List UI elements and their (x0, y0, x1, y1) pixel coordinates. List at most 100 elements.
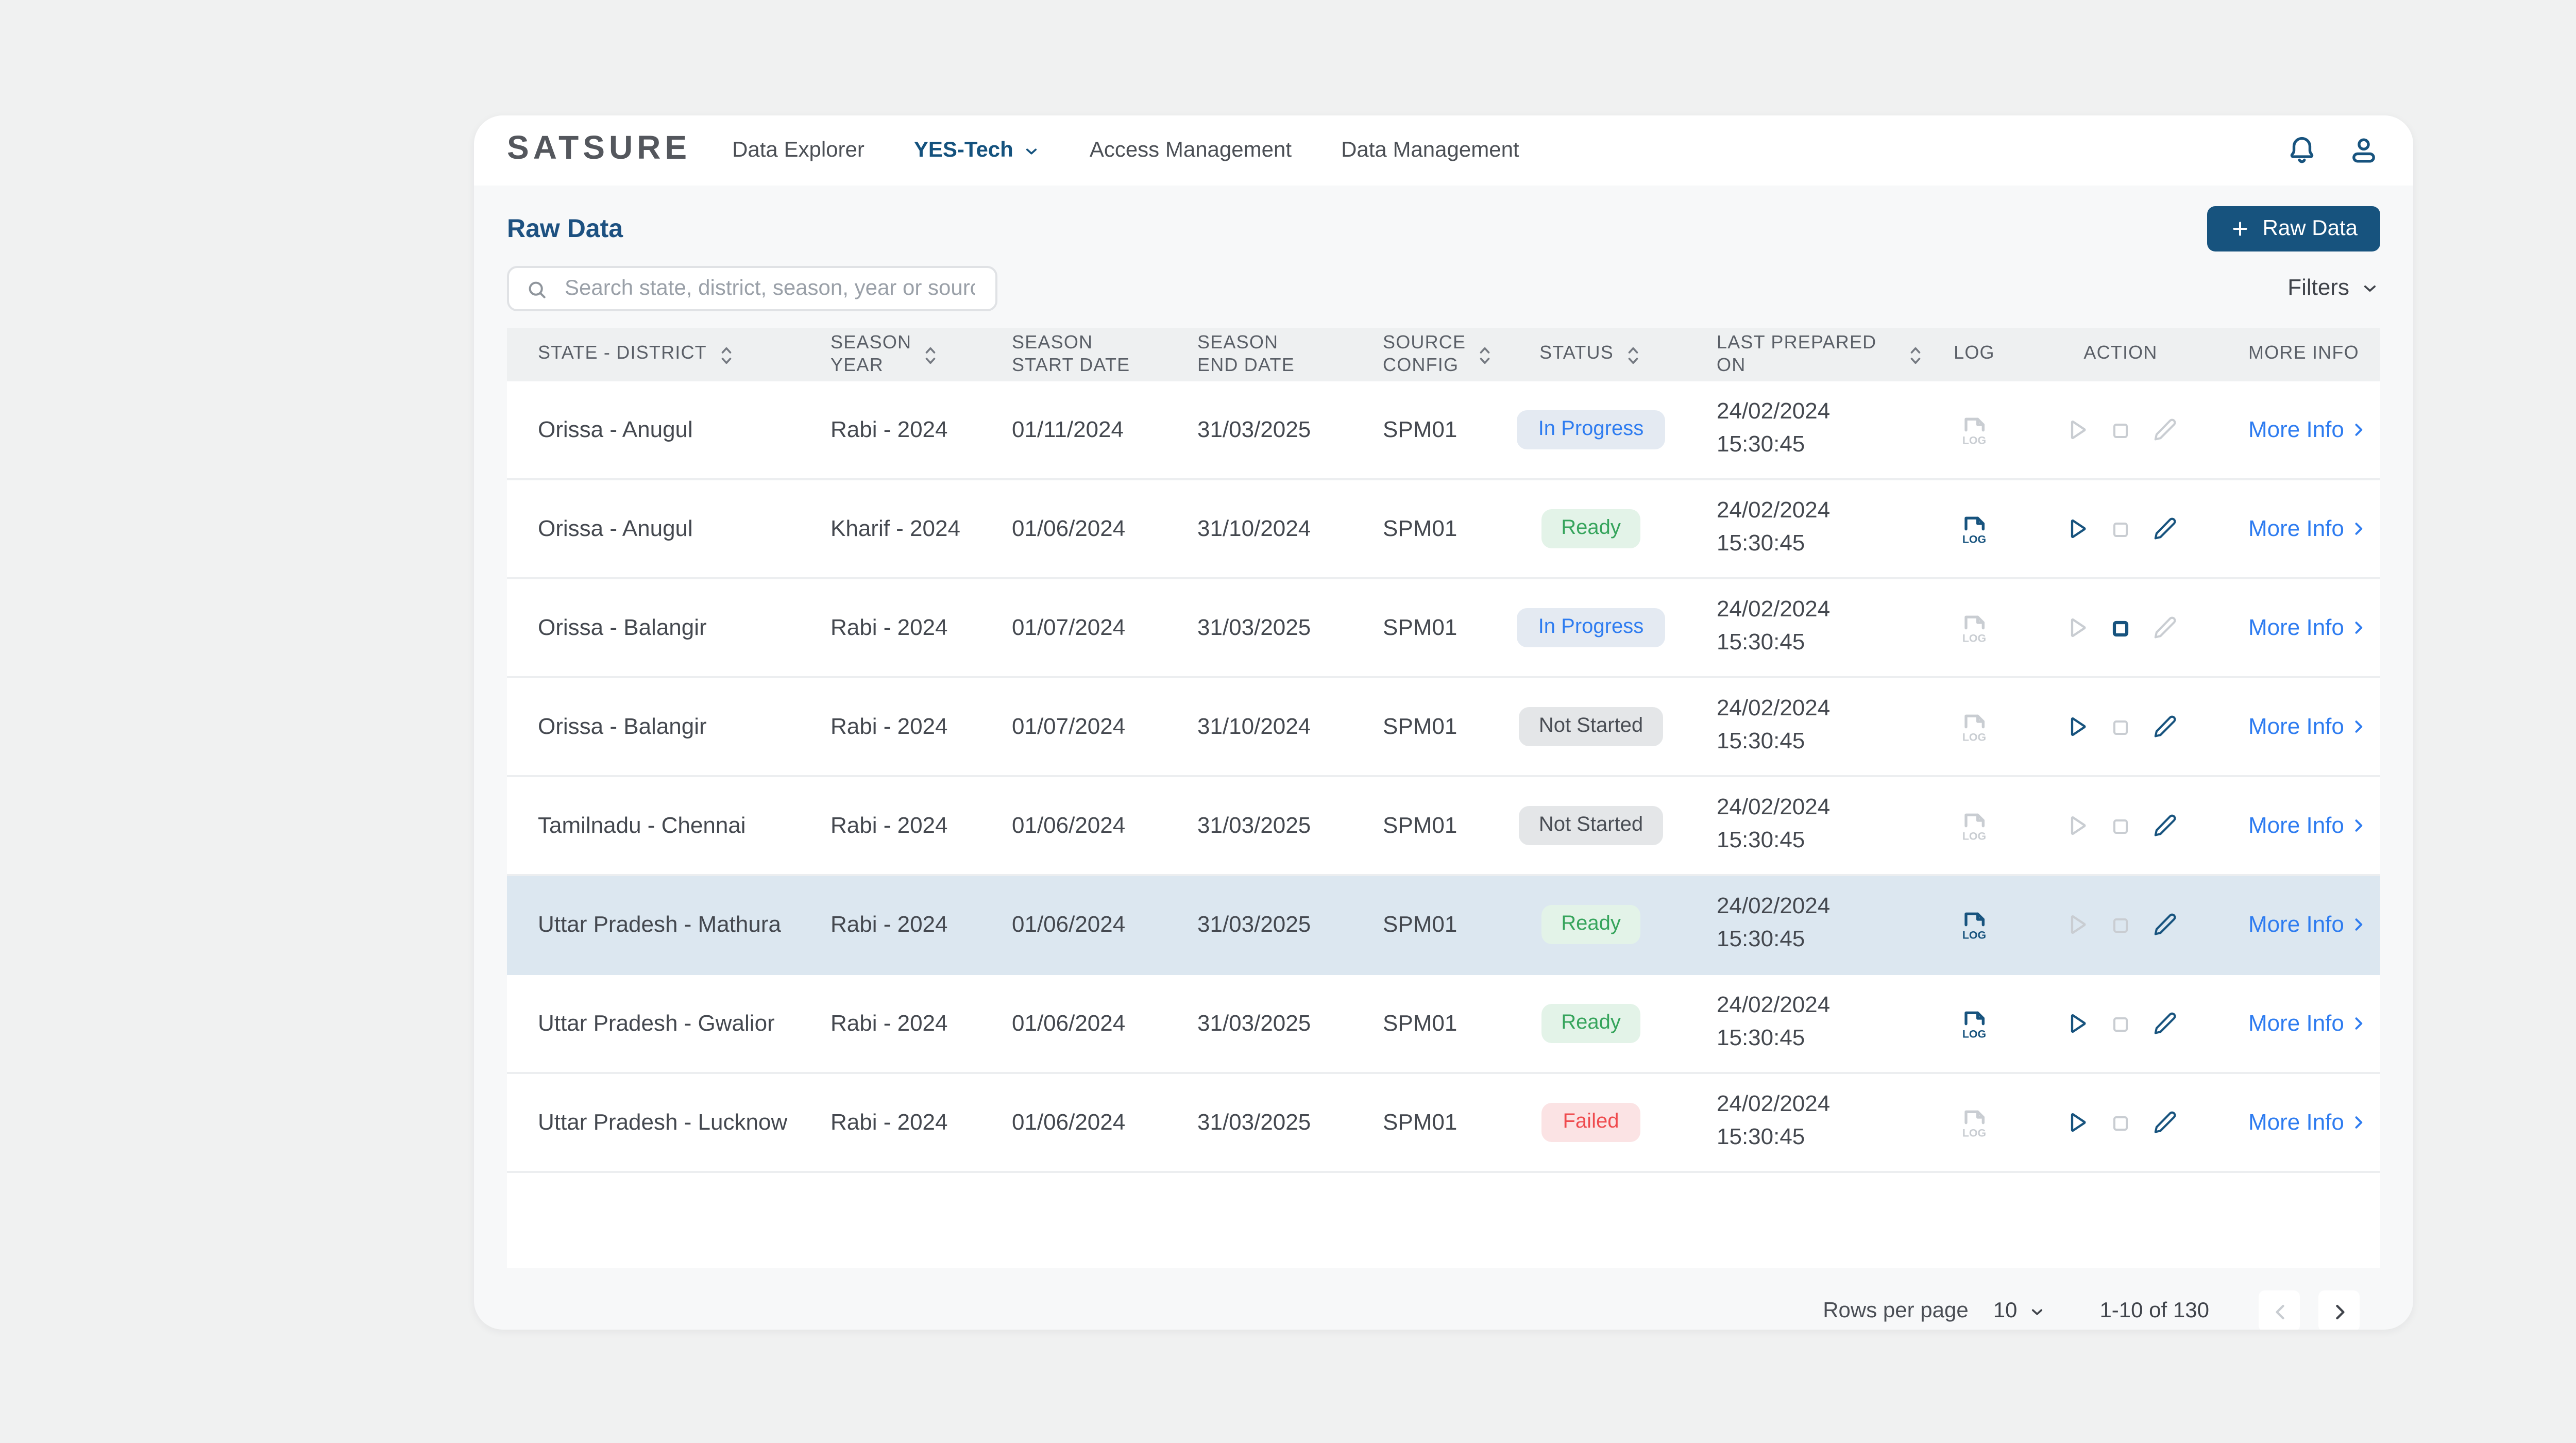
log-button[interactable]: LOG (1958, 1007, 1991, 1040)
prepared-date: 24/02/2024 (1717, 796, 1831, 821)
edit-button[interactable] (2151, 1109, 2178, 1136)
stop-button[interactable] (2108, 714, 2133, 739)
cell-source-config: SPM01 (1383, 813, 1458, 838)
column-header-season-year[interactable]: SEASON YEAR (800, 331, 981, 378)
satsure-logo[interactable]: SATSURE (507, 132, 691, 167)
play-button[interactable] (2063, 911, 2090, 938)
chevron-right-icon (2350, 519, 2369, 538)
table-empty-row (507, 1173, 2380, 1268)
log-button[interactable]: LOG (1958, 710, 1991, 743)
play-button[interactable] (2063, 713, 2090, 740)
sort-icon[interactable] (922, 343, 940, 366)
pagination: Rows per page 10 1-10 of 130 (507, 1288, 2380, 1330)
prev-page-button[interactable] (2259, 1290, 2300, 1330)
edit-icon (2151, 713, 2178, 740)
cell-log: LOG (1925, 809, 2024, 842)
more-info-label: More Info (2248, 516, 2344, 541)
more-info-link[interactable]: More Info (2217, 912, 2378, 937)
column-header-label: LAST PREPARED ON (1717, 331, 1877, 375)
nav-item-label: Data Management (1341, 138, 1519, 163)
column-header-last-prepared-on[interactable]: LAST PREPARED ON (1686, 331, 1925, 378)
next-page-button[interactable] (2318, 1290, 2360, 1330)
play-button[interactable] (2063, 614, 2090, 641)
column-header-source-config[interactable]: SOURCE CONFIG (1352, 331, 1496, 378)
more-info-link[interactable]: More Info (2217, 615, 2378, 640)
edit-button[interactable] (2151, 713, 2178, 740)
play-button[interactable] (2063, 1010, 2090, 1037)
stop-button[interactable] (2108, 813, 2133, 838)
play-button[interactable] (2063, 812, 2090, 839)
cell-state-district: Orissa - Balangir (538, 714, 707, 739)
cell-status: Failed (1496, 1103, 1686, 1142)
cell-last-prepared-on: 24/02/2024 15:30:45 (1686, 695, 1925, 758)
stop-button[interactable] (2108, 912, 2133, 937)
play-button[interactable] (2063, 416, 2090, 443)
edit-button[interactable] (2151, 911, 2178, 938)
search-input[interactable] (561, 274, 979, 303)
play-icon (2063, 911, 2090, 938)
stop-button[interactable] (2108, 417, 2133, 442)
stop-button[interactable] (2108, 1011, 2133, 1036)
stop-button[interactable] (2108, 615, 2133, 640)
chevron-left-icon (2268, 1300, 2291, 1322)
prepared-date: 24/02/2024 (1717, 895, 1831, 920)
log-button[interactable]: LOG (1958, 611, 1991, 644)
column-header-status[interactable]: STATUS (1496, 343, 1686, 366)
more-info-link[interactable]: More Info (2217, 813, 2378, 838)
more-info-label: More Info (2248, 1110, 2344, 1135)
rows-per-page-select[interactable]: 10 (1993, 1299, 2046, 1323)
more-info-link[interactable]: More Info (2217, 417, 2378, 442)
sort-icon[interactable] (1624, 343, 1642, 366)
cell-season-year: Rabi - 2024 (831, 615, 948, 640)
prepared-date: 24/02/2024 (1717, 499, 1831, 524)
log-button[interactable]: LOG (1958, 908, 1991, 941)
log-button[interactable]: LOG (1958, 1106, 1991, 1139)
stop-button[interactable] (2108, 516, 2133, 541)
more-info-label: More Info (2248, 912, 2344, 937)
plus-icon (2230, 219, 2250, 239)
add-raw-data-button[interactable]: Raw Data (2207, 206, 2380, 251)
more-info-link[interactable]: More Info (2217, 516, 2378, 541)
cell-source-config: SPM01 (1383, 714, 1458, 739)
notification-bell-icon[interactable] (2285, 134, 2318, 167)
log-button[interactable]: LOG (1958, 809, 1991, 842)
cell-last-prepared-on: 24/02/2024 15:30:45 (1686, 497, 1925, 560)
sort-icon[interactable] (717, 343, 736, 366)
edit-button[interactable] (2151, 1010, 2178, 1037)
log-button[interactable]: LOG (1958, 512, 1991, 545)
chevron-right-icon (2350, 1113, 2369, 1132)
sort-icon[interactable] (1906, 343, 1925, 366)
more-info-link[interactable]: More Info (2217, 1011, 2378, 1036)
edit-button[interactable] (2151, 614, 2178, 641)
column-header-state-district[interactable]: STATE - DISTRICT (507, 343, 800, 366)
sort-icon[interactable] (1476, 343, 1495, 366)
stop-button[interactable] (2108, 1110, 2133, 1135)
filters-button[interactable]: Filters (2287, 276, 2380, 301)
more-info-link[interactable]: More Info (2217, 714, 2378, 739)
nav-item-access-management[interactable]: Access Management (1090, 138, 1292, 163)
chevron-right-icon (2350, 421, 2369, 439)
nav-item-yes-tech[interactable]: YES-Tech (914, 138, 1040, 163)
cell-season-start-date: 01/06/2024 (1012, 1110, 1126, 1135)
edit-button[interactable] (2151, 812, 2178, 839)
play-icon (2063, 1010, 2090, 1037)
prepared-date: 24/02/2024 (1717, 400, 1831, 425)
play-button[interactable] (2063, 515, 2090, 542)
play-button[interactable] (2063, 1109, 2090, 1136)
main-nav: Data Explorer YES-Tech Access Management Da… (732, 138, 1519, 163)
chevron-down-icon (2360, 278, 2380, 299)
nav-item-data-explorer[interactable]: Data Explorer (732, 138, 865, 163)
log-button[interactable]: LOG (1958, 413, 1991, 446)
column-header-action: ACTION (2024, 343, 2217, 366)
edit-button[interactable] (2151, 515, 2178, 542)
user-profile-icon[interactable] (2347, 134, 2380, 167)
svg-text:LOG: LOG (1962, 433, 1986, 445)
play-icon (2063, 812, 2090, 839)
cell-last-prepared-on: 24/02/2024 15:30:45 (1686, 596, 1925, 659)
more-info-link[interactable]: More Info (2217, 1110, 2378, 1135)
edit-button[interactable] (2151, 416, 2178, 443)
cell-season-start-date: 01/06/2024 (1012, 1011, 1126, 1036)
search-icon (526, 277, 548, 300)
nav-item-data-management[interactable]: Data Management (1341, 138, 1519, 163)
